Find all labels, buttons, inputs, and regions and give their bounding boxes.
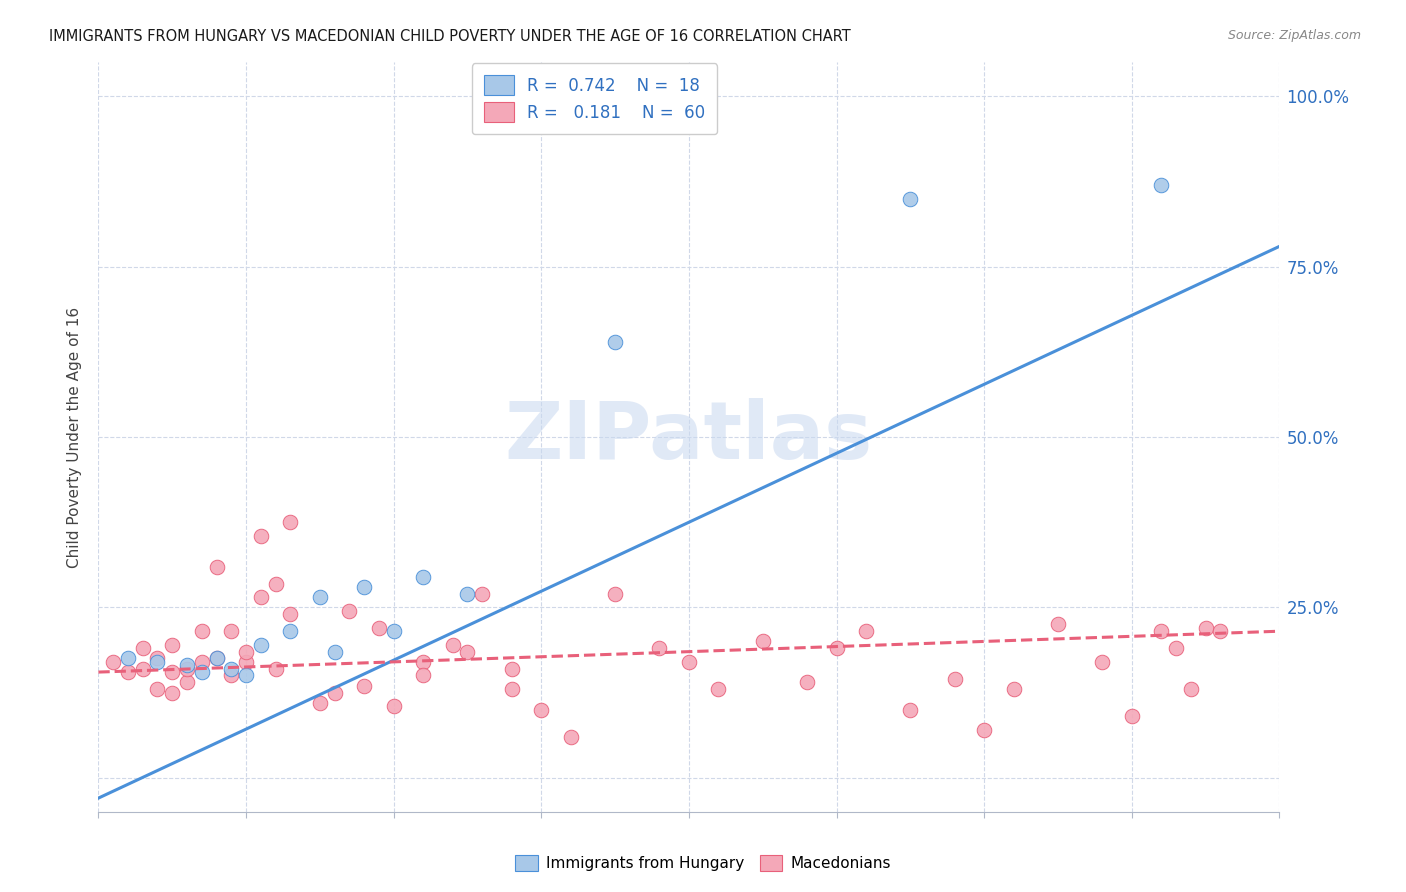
Point <box>560 730 582 744</box>
Point <box>205 559 228 574</box>
Text: IMMIGRANTS FROM HUNGARY VS MACEDONIAN CHILD POVERTY UNDER THE AGE OF 16 CORRELAT: IMMIGRANTS FROM HUNGARY VS MACEDONIAN CH… <box>49 29 851 44</box>
Point <box>1180 682 1202 697</box>
Point <box>412 668 434 682</box>
Point <box>752 634 775 648</box>
Point <box>176 658 198 673</box>
Point <box>1002 682 1025 697</box>
Point <box>368 621 391 635</box>
Point <box>353 679 375 693</box>
Point <box>162 685 183 699</box>
Point <box>117 651 139 665</box>
Point <box>900 192 922 206</box>
Point <box>235 655 257 669</box>
Point <box>501 662 523 676</box>
Point <box>382 699 405 714</box>
Point <box>176 675 198 690</box>
Point <box>943 672 966 686</box>
Point <box>235 668 257 682</box>
Point <box>309 590 332 604</box>
Point <box>221 624 243 639</box>
Point <box>103 655 125 669</box>
Point <box>162 665 183 679</box>
Point <box>191 655 214 669</box>
Point <box>205 651 228 665</box>
Point <box>441 638 464 652</box>
Point <box>678 655 700 669</box>
Point <box>707 682 730 697</box>
Point <box>855 624 877 639</box>
Point <box>796 675 818 690</box>
Point <box>146 651 169 665</box>
Point <box>264 662 287 676</box>
Text: Source: ZipAtlas.com: Source: ZipAtlas.com <box>1227 29 1361 42</box>
Point <box>146 682 169 697</box>
Point <box>605 334 627 349</box>
Point <box>250 638 273 652</box>
Point <box>648 641 671 656</box>
Point <box>1150 178 1173 192</box>
Point <box>900 702 922 716</box>
Point <box>264 576 287 591</box>
Point <box>280 515 302 529</box>
Legend: Immigrants from Hungary, Macedonians: Immigrants from Hungary, Macedonians <box>509 849 897 877</box>
Point <box>250 529 273 543</box>
Point <box>191 624 214 639</box>
Point <box>1195 621 1218 635</box>
Point <box>191 665 214 679</box>
Point <box>825 641 848 656</box>
Point <box>382 624 405 639</box>
Text: ZIPatlas: ZIPatlas <box>505 398 873 476</box>
Point <box>457 587 479 601</box>
Point <box>973 723 995 737</box>
Point <box>235 645 257 659</box>
Point <box>1150 624 1173 639</box>
Point <box>205 651 228 665</box>
Point <box>132 662 155 676</box>
Point <box>221 662 243 676</box>
Point <box>501 682 523 697</box>
Point <box>457 645 479 659</box>
Point <box>146 655 169 669</box>
Point <box>1209 624 1232 639</box>
Point <box>162 638 183 652</box>
Point <box>323 685 346 699</box>
Point <box>221 668 243 682</box>
Point <box>1046 617 1070 632</box>
Y-axis label: Child Poverty Under the Age of 16: Child Poverty Under the Age of 16 <box>67 307 83 567</box>
Point <box>1091 655 1114 669</box>
Point <box>250 590 273 604</box>
Point <box>280 624 302 639</box>
Point <box>605 587 627 601</box>
Point <box>471 587 494 601</box>
Point <box>323 645 346 659</box>
Point <box>132 641 155 656</box>
Point <box>353 580 375 594</box>
Point <box>309 696 332 710</box>
Point <box>530 702 553 716</box>
Point <box>412 570 434 584</box>
Point <box>1166 641 1188 656</box>
Point <box>339 604 361 618</box>
Point <box>280 607 302 622</box>
Point <box>1121 709 1143 723</box>
Point <box>117 665 139 679</box>
Legend: R =  0.742    N =  18, R =   0.181    N =  60: R = 0.742 N = 18, R = 0.181 N = 60 <box>472 63 717 134</box>
Point <box>412 655 434 669</box>
Point <box>176 662 198 676</box>
